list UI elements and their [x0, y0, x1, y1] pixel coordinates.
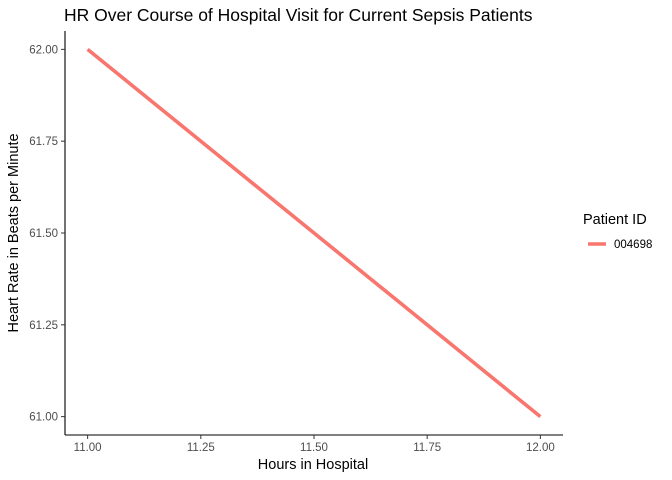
x-tick-label: 11.00 [74, 442, 102, 454]
y-tick-label: 61.50 [29, 228, 58, 240]
y-tick-label: 61.75 [29, 136, 58, 148]
x-tick-label: 11.75 [413, 442, 441, 454]
y-axis-title: Heart Rate in Beats per Minute [6, 133, 22, 332]
x-axis: 11.00 11.25 11.50 11.75 12.00 [65, 434, 563, 454]
legend: Patient ID 004698 [583, 212, 652, 251]
chart-title: HR Over Course of Hospital Visit for Cur… [64, 5, 533, 25]
x-tick-label: 11.50 [300, 442, 328, 454]
legend-item: 004698 [588, 239, 652, 251]
legend-title: Patient ID [583, 212, 647, 228]
plot-area [86, 47, 542, 419]
y-tick-label: 61.00 [29, 412, 58, 424]
series-line [86, 47, 542, 419]
y-tick-label: 61.25 [29, 320, 58, 332]
y-tick-label: 62.00 [29, 44, 58, 56]
legend-label: 004698 [614, 239, 652, 251]
x-axis-title: Hours in Hospital [258, 457, 368, 473]
y-axis: 61.00 61.25 61.50 61.75 62.00 [29, 31, 66, 435]
x-tick-label: 12.00 [526, 442, 555, 454]
x-tick-label: 11.25 [187, 442, 215, 454]
